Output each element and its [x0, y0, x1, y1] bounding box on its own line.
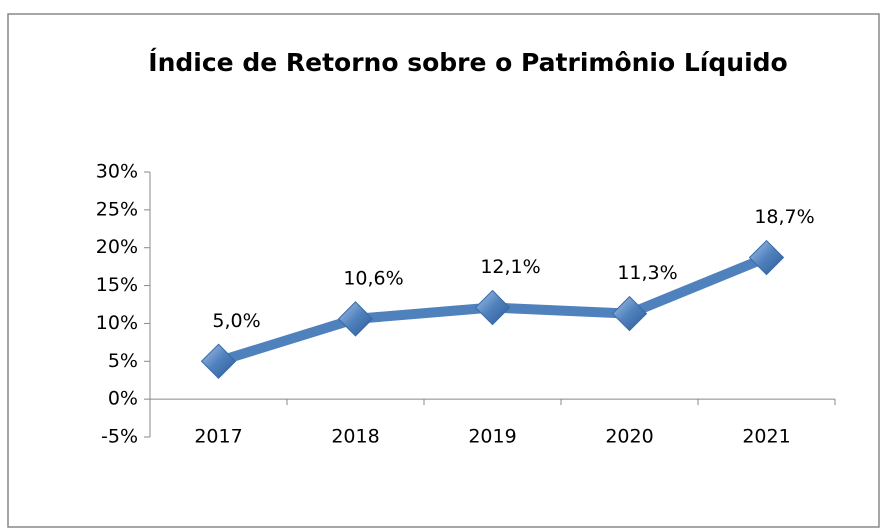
data-label: 5,0%: [212, 310, 260, 332]
x-tick-label: 2018: [331, 426, 379, 448]
marker: [611, 295, 648, 332]
y-tick-label: 30%: [96, 161, 138, 183]
data-label: 10,6%: [343, 267, 403, 289]
chart-frame: [7, 13, 880, 528]
data-label: 18,7%: [754, 206, 814, 228]
y-tick-label: 25%: [96, 198, 138, 220]
y-tick-label: 15%: [96, 274, 138, 296]
marker: [474, 289, 511, 326]
data-label: 11,3%: [617, 262, 677, 284]
marker: [337, 301, 374, 337]
marker: [748, 239, 785, 276]
y-tick-label: 5%: [108, 350, 138, 372]
y-tick-label: 20%: [96, 236, 138, 258]
y-tick-label: 0%: [108, 388, 138, 410]
x-tick-label: 2017: [194, 426, 242, 448]
data-label: 12,1%: [480, 256, 540, 278]
x-tick-label: 2019: [468, 426, 516, 448]
x-tick-label: 2020: [605, 426, 653, 448]
marker: [200, 343, 237, 379]
chart-title: Índice de Retorno sobre o Patrimônio Líq…: [148, 48, 787, 77]
y-tick-label: 10%: [96, 312, 138, 334]
y-tick-label: -5%: [101, 426, 138, 448]
x-tick-label: 2021: [742, 426, 790, 448]
